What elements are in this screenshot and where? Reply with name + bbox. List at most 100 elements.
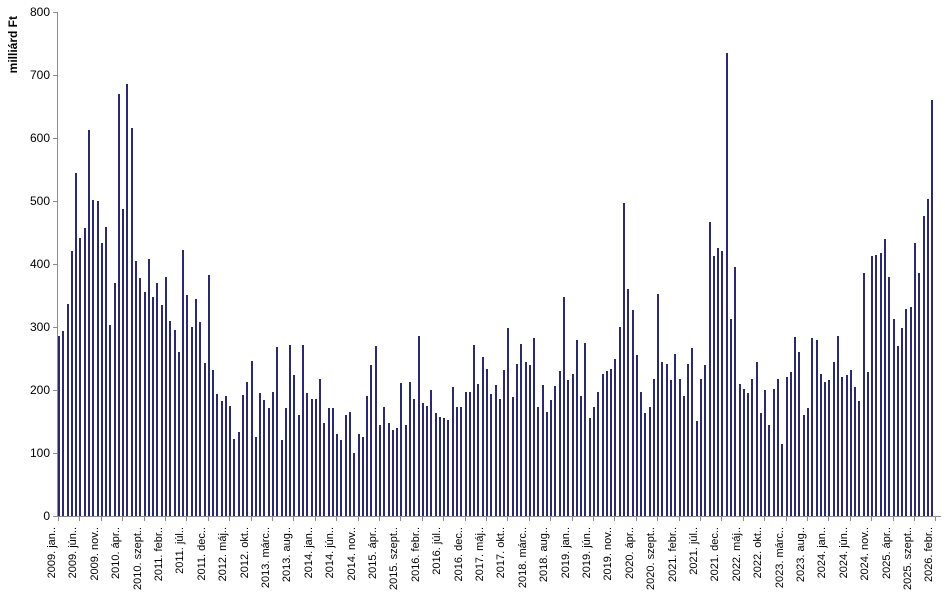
bar xyxy=(849,370,852,516)
bar xyxy=(220,401,223,516)
x-tick xyxy=(207,517,209,521)
bar xyxy=(888,277,891,516)
x-tick xyxy=(571,517,573,521)
bar xyxy=(875,255,878,516)
bar xyxy=(173,330,176,516)
x-tick xyxy=(871,517,873,521)
bar xyxy=(156,283,159,516)
x-tick xyxy=(721,517,723,521)
bar xyxy=(117,94,120,516)
bar xyxy=(708,222,711,516)
bar xyxy=(186,295,189,516)
x-tick xyxy=(785,517,787,521)
bar xyxy=(819,374,822,516)
x-tick xyxy=(914,517,915,521)
x-tick xyxy=(593,517,594,521)
y-tick-label: 200 xyxy=(29,383,50,397)
bar xyxy=(802,415,805,516)
x-tick xyxy=(357,517,359,521)
x-tick xyxy=(186,517,188,521)
bar xyxy=(75,173,78,516)
bar xyxy=(914,243,916,516)
x-tick xyxy=(229,517,231,521)
bar xyxy=(456,407,459,516)
bar xyxy=(370,365,373,516)
bar xyxy=(832,362,835,516)
bar xyxy=(550,400,553,516)
bar xyxy=(344,415,347,516)
bar xyxy=(631,310,634,516)
x-tick xyxy=(635,517,637,521)
bar xyxy=(301,345,304,516)
bar xyxy=(100,243,103,516)
y-tick xyxy=(53,138,57,139)
bar xyxy=(734,267,737,516)
bar xyxy=(511,397,514,516)
bar xyxy=(670,380,673,516)
bar xyxy=(194,299,197,516)
bar xyxy=(687,364,690,516)
bar xyxy=(635,355,638,516)
x-tick xyxy=(742,517,744,521)
bar xyxy=(931,100,934,516)
bar xyxy=(165,277,167,516)
bar xyxy=(828,380,831,516)
bar xyxy=(909,307,912,516)
bar xyxy=(237,432,240,516)
bar xyxy=(777,379,780,516)
bar xyxy=(327,408,330,516)
bar xyxy=(494,385,497,516)
x-tick xyxy=(464,517,466,521)
bar xyxy=(845,375,848,516)
bar xyxy=(58,336,60,516)
bar xyxy=(640,392,643,516)
bar xyxy=(272,392,274,516)
bar xyxy=(575,340,578,516)
bar xyxy=(905,309,908,516)
bar xyxy=(593,407,595,516)
bar xyxy=(250,361,253,516)
bar xyxy=(421,403,424,516)
bar xyxy=(87,130,90,516)
y-tick xyxy=(53,75,57,76)
bar xyxy=(610,369,613,516)
bar xyxy=(387,423,390,516)
bar xyxy=(554,386,557,516)
bar xyxy=(691,348,694,516)
bar xyxy=(824,382,827,516)
bar xyxy=(490,394,493,516)
bar xyxy=(447,420,450,516)
bar xyxy=(353,453,356,516)
bar xyxy=(417,336,420,516)
x-tick xyxy=(293,517,295,521)
bar xyxy=(62,331,65,516)
x-tick xyxy=(250,517,252,521)
bar xyxy=(404,425,407,516)
bar xyxy=(216,394,219,516)
bar xyxy=(507,328,510,516)
bar xyxy=(558,371,561,516)
bar xyxy=(836,336,839,516)
x-tick xyxy=(400,517,402,521)
bar xyxy=(135,261,138,516)
bar xyxy=(383,407,386,516)
bar xyxy=(498,399,501,516)
bar xyxy=(807,408,809,516)
bar xyxy=(515,364,518,516)
bar xyxy=(614,359,617,516)
x-tick xyxy=(314,517,316,521)
bar xyxy=(190,327,193,516)
x-axis-line xyxy=(57,516,941,517)
bar xyxy=(460,407,463,516)
bar xyxy=(284,408,287,516)
x-tick xyxy=(122,517,124,521)
x-tick xyxy=(486,517,487,521)
bar xyxy=(336,434,339,516)
bar xyxy=(451,387,454,516)
bar xyxy=(794,337,797,516)
bar xyxy=(785,377,788,516)
bar xyxy=(233,439,236,516)
bar xyxy=(267,408,270,516)
x-tick xyxy=(614,517,616,521)
bar xyxy=(254,437,257,516)
